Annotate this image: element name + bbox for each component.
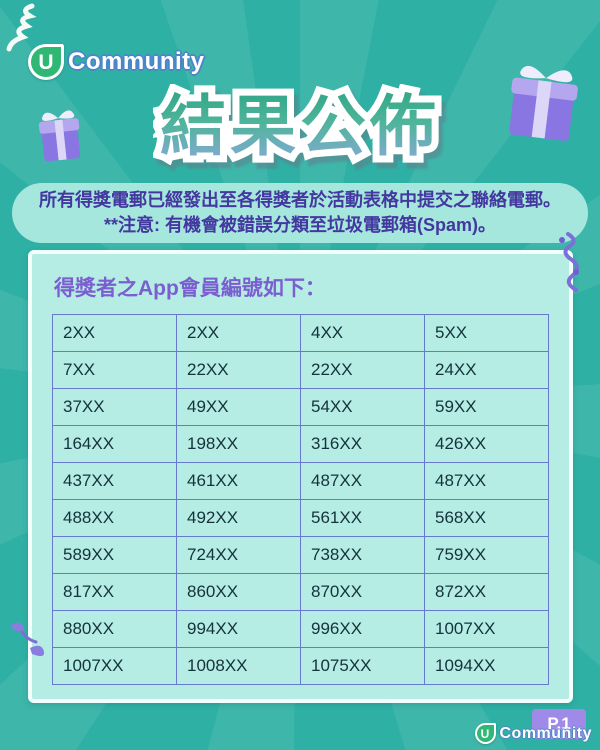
member-id-cell: 37XX <box>52 388 177 426</box>
member-id-cell: 461XX <box>176 462 301 500</box>
member-id-cell: 54XX <box>300 388 425 426</box>
results-card: 得獎者之App會員編號如下： 2XX 2XX 4XX 5XX 7XX 22XX 22XX 24… <box>28 250 573 703</box>
results-heading: 得獎者之App會員編號如下： <box>54 277 326 300</box>
table-row: 37XX 49XX 54XX 59XX <box>52 388 549 426</box>
member-id-cell: 817XX <box>52 573 177 611</box>
brand-logo: U Community <box>28 44 205 80</box>
brand-badge-icon: U <box>474 723 496 744</box>
member-id-cell: 870XX <box>300 573 425 611</box>
member-id-cell: 1007XX <box>52 647 177 685</box>
table-row: 1007XX 1008XX 1075XX 1094XX <box>52 647 549 685</box>
brand-badge-icon: U <box>28 44 64 80</box>
page-number-badge: P.1 <box>532 709 586 739</box>
member-id-cell: 488XX <box>52 499 177 537</box>
page-number: P.1 <box>547 714 571 733</box>
table-row: 437XX 461XX 487XX 487XX <box>52 462 549 500</box>
member-id-cell: 860XX <box>176 573 301 611</box>
member-id-cell: 589XX <box>52 536 177 574</box>
page-title-text: 結果公佈 <box>0 84 600 170</box>
table-row: 817XX 860XX 870XX 872XX <box>52 573 549 611</box>
member-id-cell: 22XX <box>176 351 301 389</box>
member-id-cell: 994XX <box>176 610 301 648</box>
brand-name: Community <box>68 48 205 75</box>
member-id-cell: 2XX <box>176 314 301 352</box>
member-id-cell: 24XX <box>424 351 549 389</box>
table-row: 488XX 492XX 561XX 568XX <box>52 499 549 537</box>
page-title: 結果公佈 結果公佈 <box>0 81 600 180</box>
table-row: 7XX 22XX 22XX 24XX <box>52 351 549 389</box>
brand-name: Community <box>499 724 592 742</box>
member-id-cell: 738XX <box>300 536 425 574</box>
member-id-cell: 164XX <box>52 425 177 463</box>
footer-brand-logo: U Community <box>474 723 593 744</box>
member-id-cell: 437XX <box>52 462 177 500</box>
member-id-cell: 487XX <box>300 462 425 500</box>
member-id-cell: 198XX <box>176 425 301 463</box>
member-id-cell: 487XX <box>424 462 549 500</box>
member-id-cell: 1075XX <box>300 647 425 685</box>
brand-badge-letter: U <box>480 726 490 741</box>
member-id-cell: 1008XX <box>176 647 301 685</box>
member-id-cell: 1094XX <box>424 647 549 685</box>
member-id-cell: 316XX <box>300 425 425 463</box>
member-id-cell: 49XX <box>176 388 301 426</box>
notice-line-1: 所有得獎電郵已經發出至各得獎者於活動表格中提交之聯絡電郵。 <box>39 190 561 211</box>
member-id-cell: 426XX <box>424 425 549 463</box>
member-id-cell: 880XX <box>52 610 177 648</box>
member-id-cell: 1007XX <box>424 610 549 648</box>
member-id-cell: 5XX <box>424 314 549 352</box>
notice-banner: 所有得獎電郵已經發出至各得獎者於活動表格中提交之聯絡電郵。 **注意: 有機會被… <box>12 183 588 243</box>
member-id-cell: 2XX <box>52 314 177 352</box>
page-title-outline: 結果公佈 <box>0 81 600 172</box>
member-id-cell: 492XX <box>176 499 301 537</box>
member-id-cell: 872XX <box>424 573 549 611</box>
member-id-cell: 568XX <box>424 499 549 537</box>
table-row: 164XX 198XX 316XX 426XX <box>52 425 549 463</box>
winner-ids-table: 2XX 2XX 4XX 5XX 7XX 22XX 22XX 24XX 37XX 49XX 54XX 5… <box>52 314 549 685</box>
member-id-cell: 759XX <box>424 536 549 574</box>
member-id-cell: 724XX <box>176 536 301 574</box>
member-id-cell: 7XX <box>52 351 177 389</box>
table-row: 880XX 994XX 996XX 1007XX <box>52 610 549 648</box>
member-id-cell: 996XX <box>300 610 425 648</box>
table-row: 2XX 2XX 4XX 5XX <box>52 314 549 352</box>
brand-badge-letter: U <box>38 50 54 74</box>
member-id-cell: 561XX <box>300 499 425 537</box>
member-id-cell: 59XX <box>424 388 549 426</box>
notice-line-2: **注意: 有機會被錯誤分類至垃圾電郵箱(Spam)。 <box>103 215 496 236</box>
member-id-cell: 4XX <box>300 314 425 352</box>
table-row: 589XX 724XX 738XX 759XX <box>52 536 549 574</box>
member-id-cell: 22XX <box>300 351 425 389</box>
